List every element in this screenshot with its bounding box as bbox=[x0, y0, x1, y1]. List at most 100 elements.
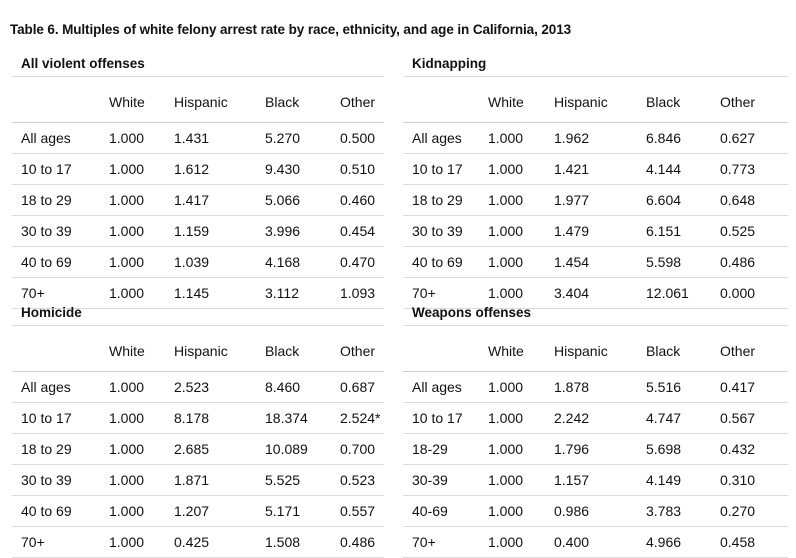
value-cell: 2.523 bbox=[174, 371, 265, 403]
column-header: Other bbox=[340, 326, 384, 372]
column-header: White bbox=[488, 77, 554, 123]
table-row: 40 to 69 1.000 1.039 4.168 0.470 bbox=[12, 246, 384, 278]
age-group-cell: All ages bbox=[403, 122, 488, 154]
value-cell: 0.567 bbox=[720, 402, 788, 434]
column-header: White bbox=[109, 77, 174, 123]
value-cell: 18.374 bbox=[265, 402, 340, 434]
value-cell: 10.089 bbox=[265, 433, 340, 465]
value-cell: 1.000 bbox=[109, 122, 174, 154]
age-group-cell: All ages bbox=[403, 371, 488, 403]
value-cell: 1.000 bbox=[488, 246, 554, 278]
value-cell: 1.000 bbox=[488, 153, 554, 185]
data-table: White Hispanic Black Other All ages 1.000 1.87… bbox=[403, 326, 788, 558]
value-cell: 0.486 bbox=[720, 246, 788, 278]
value-cell: 1.431 bbox=[174, 122, 265, 154]
value-cell: 1.417 bbox=[174, 184, 265, 216]
value-cell: 1.000 bbox=[488, 215, 554, 247]
panel-kidnapping: Kidnapping White Hispanic Black Other All age… bbox=[403, 47, 788, 309]
table-row: 70+ 1.000 3.404 12.061 0.000 bbox=[403, 277, 788, 309]
table-row: 40 to 69 1.000 1.454 5.598 0.486 bbox=[403, 246, 788, 278]
value-cell: 0.417 bbox=[720, 371, 788, 403]
value-cell: 1.000 bbox=[488, 495, 554, 527]
age-group-cell: 70+ bbox=[12, 277, 109, 309]
value-cell: 0.687 bbox=[340, 371, 384, 403]
value-cell: 1.000 bbox=[109, 526, 174, 558]
table-row: 70+ 1.000 0.425 1.508 0.486 bbox=[12, 526, 384, 558]
section-title: All violent offenses bbox=[12, 47, 384, 77]
value-cell: 1.479 bbox=[554, 215, 646, 247]
value-cell: 1.000 bbox=[109, 184, 174, 216]
age-group-cell: 18-29 bbox=[403, 433, 488, 465]
value-cell: 1.000 bbox=[109, 215, 174, 247]
value-cell: 4.747 bbox=[646, 402, 720, 434]
table-row: 10 to 17 1.000 2.242 4.747 0.567 bbox=[403, 402, 788, 434]
value-cell: 0.454 bbox=[340, 215, 384, 247]
table-row: All ages 1.000 2.523 8.460 0.687 bbox=[12, 371, 384, 403]
value-cell: 0.310 bbox=[720, 464, 788, 496]
value-cell: 1.000 bbox=[109, 246, 174, 278]
column-header: Other bbox=[340, 77, 384, 123]
table-row: 70+ 1.000 0.400 4.966 0.458 bbox=[403, 526, 788, 558]
data-table: White Hispanic Black Other All ages 1.000 1.96… bbox=[403, 77, 788, 309]
value-cell: 1.000 bbox=[488, 433, 554, 465]
age-group-cell: 10 to 17 bbox=[403, 153, 488, 185]
header-cell-age bbox=[12, 326, 109, 372]
value-cell: 8.178 bbox=[174, 402, 265, 434]
value-cell: 1.000 bbox=[109, 402, 174, 434]
value-cell: 1.871 bbox=[174, 464, 265, 496]
value-cell: 6.604 bbox=[646, 184, 720, 216]
value-cell: 5.171 bbox=[265, 495, 340, 527]
value-cell: 4.966 bbox=[646, 526, 720, 558]
table-row: 40 to 69 1.000 1.207 5.171 0.557 bbox=[12, 495, 384, 527]
value-cell: 1.145 bbox=[174, 277, 265, 309]
value-cell: 0.000 bbox=[720, 277, 788, 309]
value-cell: 1.962 bbox=[554, 122, 646, 154]
table-row: 70+ 1.000 1.145 3.112 1.093 bbox=[12, 277, 384, 309]
column-header: Black bbox=[646, 326, 720, 372]
value-cell: 3.783 bbox=[646, 495, 720, 527]
header-cell-age bbox=[403, 77, 488, 123]
value-cell: 0.470 bbox=[340, 246, 384, 278]
value-cell: 6.151 bbox=[646, 215, 720, 247]
age-group-cell: 30-39 bbox=[403, 464, 488, 496]
panel-weapons-offenses: Weapons offenses White Hispanic Black Other A… bbox=[403, 296, 788, 558]
value-cell: 0.648 bbox=[720, 184, 788, 216]
value-cell: 1.508 bbox=[265, 526, 340, 558]
value-cell: 0.557 bbox=[340, 495, 384, 527]
value-cell: 1.454 bbox=[554, 246, 646, 278]
value-cell: 0.486 bbox=[340, 526, 384, 558]
column-header: White bbox=[109, 326, 174, 372]
section-title: Kidnapping bbox=[403, 47, 788, 77]
age-group-cell: 18 to 29 bbox=[403, 184, 488, 216]
value-cell: 2.524* bbox=[340, 402, 384, 434]
value-cell: 1.000 bbox=[109, 495, 174, 527]
column-header: White bbox=[488, 326, 554, 372]
column-header: Black bbox=[646, 77, 720, 123]
age-group-cell: 40 to 69 bbox=[403, 246, 488, 278]
value-cell: 5.525 bbox=[265, 464, 340, 496]
value-cell: 0.773 bbox=[720, 153, 788, 185]
value-cell: 3.404 bbox=[554, 277, 646, 309]
table-row: 30 to 39 1.000 1.871 5.525 0.523 bbox=[12, 464, 384, 496]
header-cell-age bbox=[403, 326, 488, 372]
value-cell: 2.685 bbox=[174, 433, 265, 465]
data-table: White Hispanic Black Other All ages 1.000 2.52… bbox=[12, 326, 384, 558]
value-cell: 6.846 bbox=[646, 122, 720, 154]
value-cell: 0.270 bbox=[720, 495, 788, 527]
value-cell: 1.000 bbox=[488, 371, 554, 403]
age-group-cell: All ages bbox=[12, 371, 109, 403]
value-cell: 4.149 bbox=[646, 464, 720, 496]
value-cell: 0.458 bbox=[720, 526, 788, 558]
value-cell: 4.144 bbox=[646, 153, 720, 185]
age-group-cell: 30 to 39 bbox=[403, 215, 488, 247]
age-group-cell: 18 to 29 bbox=[12, 184, 109, 216]
age-group-cell: 40 to 69 bbox=[12, 495, 109, 527]
table-row: All ages 1.000 1.878 5.516 0.417 bbox=[403, 371, 788, 403]
value-cell: 1.000 bbox=[488, 184, 554, 216]
value-cell: 1.159 bbox=[174, 215, 265, 247]
value-cell: 5.270 bbox=[265, 122, 340, 154]
value-cell: 1.421 bbox=[554, 153, 646, 185]
column-header: Other bbox=[720, 77, 788, 123]
value-cell: 1.000 bbox=[488, 464, 554, 496]
value-cell: 1.000 bbox=[488, 122, 554, 154]
